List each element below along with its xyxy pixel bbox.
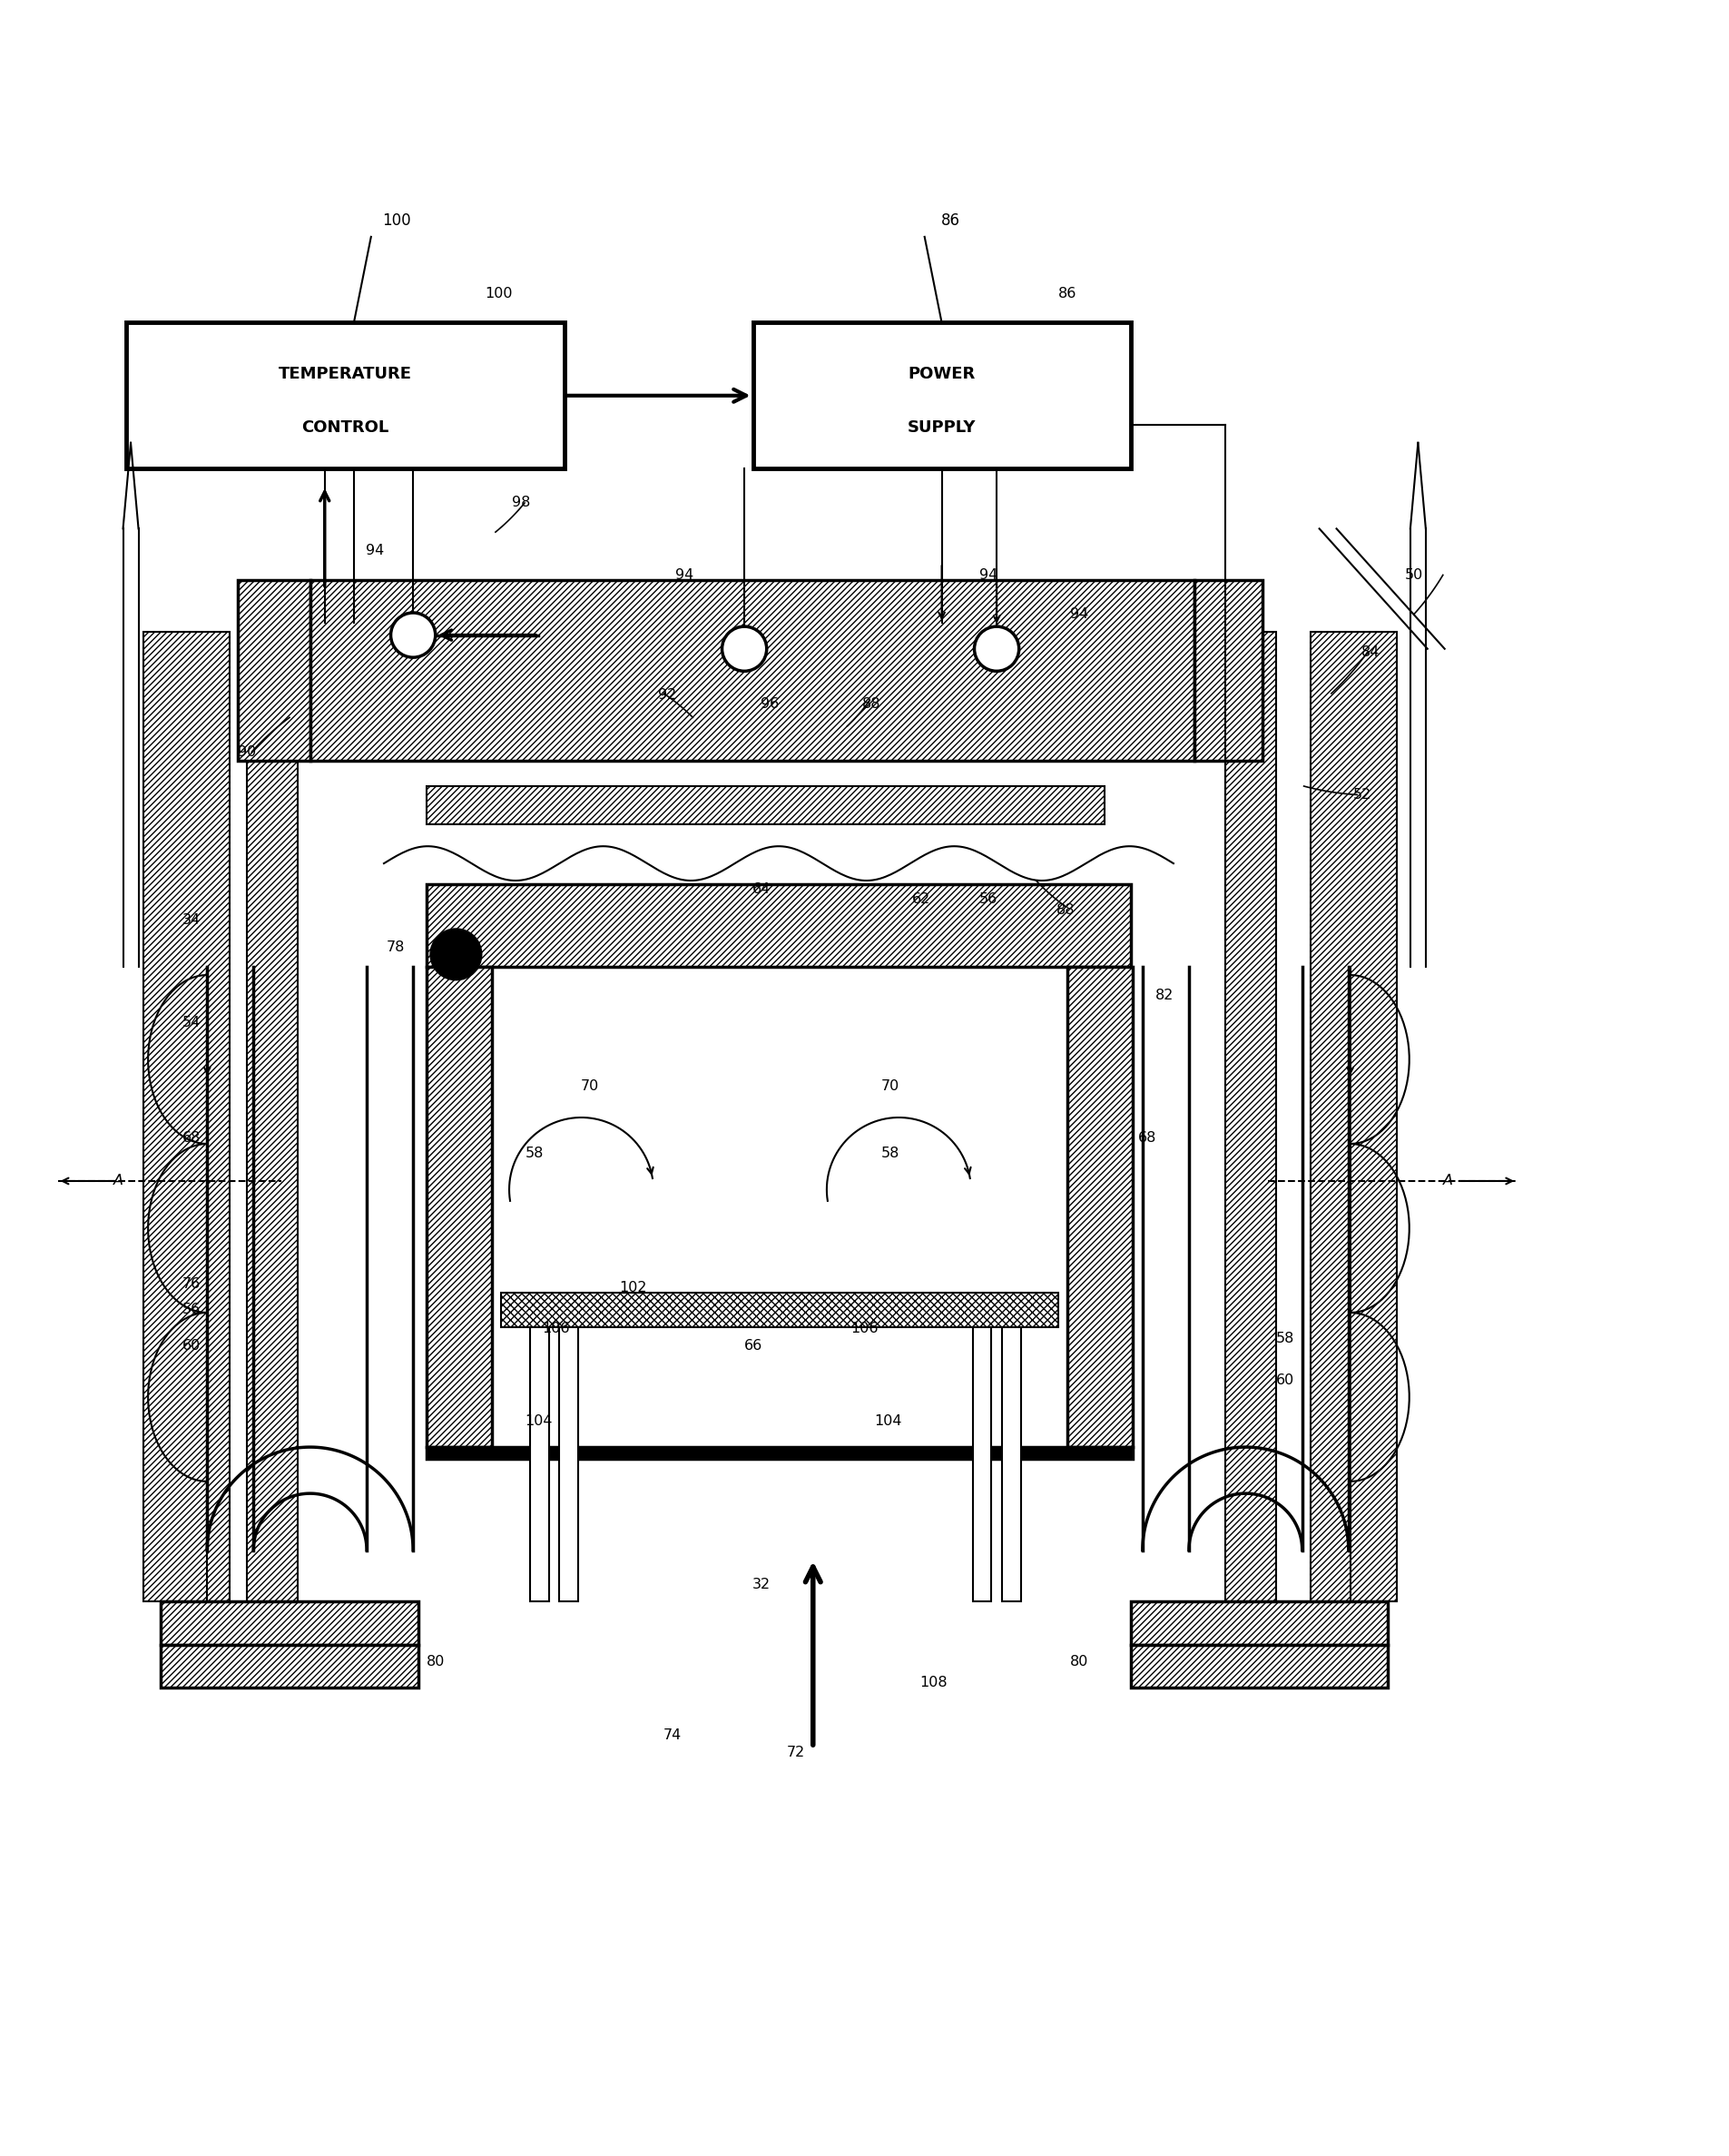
Text: 104: 104 [524,1414,552,1427]
Text: 100: 100 [486,287,514,300]
Bar [239,580,309,761]
Text: 80: 80 [1070,1656,1088,1669]
Text: 72: 72 [787,1746,806,1759]
Text: 68: 68 [183,1132,201,1145]
Text: 64: 64 [752,882,771,897]
Bar [247,632,297,1602]
Text: 76: 76 [183,1276,201,1291]
Text: 90: 90 [237,746,256,759]
Text: 54: 54 [183,1015,201,1031]
Bar [427,787,1105,824]
Text: TEMPERATURE: TEMPERATURE [278,367,412,382]
Text: 70: 70 [581,1080,598,1093]
Text: 78: 78 [387,940,405,955]
Text: CONTROL: CONTROL [301,420,389,436]
Bar [161,1645,418,1688]
Text: 88: 88 [1056,903,1075,916]
Text: 60: 60 [1276,1373,1295,1386]
Text: 62: 62 [911,893,930,906]
Bar [1067,966,1132,1447]
Text: 86: 86 [1058,287,1075,300]
Text: 50: 50 [1404,569,1423,582]
Text: 96: 96 [761,696,780,711]
Text: POWER: POWER [908,367,975,382]
Text: 74: 74 [664,1729,681,1742]
Text: 32: 32 [752,1578,771,1591]
Bar [1131,1645,1388,1688]
Text: 108: 108 [920,1675,947,1688]
Text: 94: 94 [1070,608,1088,621]
Text: SUPPLY: SUPPLY [908,420,975,436]
Text: 94: 94 [367,543,384,558]
Text: 88: 88 [863,696,880,711]
Text: 58: 58 [1276,1332,1295,1345]
Bar [126,323,564,468]
Text: 56: 56 [979,893,998,906]
Text: 82: 82 [1155,990,1174,1003]
Text: 86: 86 [941,211,960,229]
Text: 100: 100 [382,211,412,229]
Bar [558,1326,577,1602]
Bar [427,1447,1132,1460]
Bar [161,1602,418,1645]
Bar [427,884,1131,966]
Bar [1224,632,1276,1602]
Text: 66: 66 [743,1339,762,1352]
Text: 52: 52 [1354,787,1371,802]
Text: 68: 68 [1138,1132,1157,1145]
Bar [501,1294,1058,1326]
Text: 92: 92 [659,688,676,703]
Text: 102: 102 [619,1281,647,1294]
Text: 58: 58 [526,1147,545,1160]
Text: 56: 56 [183,1302,201,1317]
Bar [1001,1326,1020,1602]
Text: 58: 58 [882,1147,899,1160]
Text: 34: 34 [183,914,201,927]
Bar [427,966,493,1447]
Text: 60: 60 [183,1339,201,1352]
Text: 94: 94 [979,569,998,582]
Bar [1311,632,1397,1602]
Bar [752,323,1131,468]
Text: 104: 104 [875,1414,903,1427]
Text: 106: 106 [541,1322,569,1335]
Bar [309,580,1195,761]
Text: A: A [1444,1175,1452,1188]
Circle shape [723,627,766,671]
Bar [1195,580,1262,761]
Bar [973,1326,991,1602]
Bar [529,1326,548,1602]
Text: 98: 98 [512,496,531,509]
Circle shape [431,929,482,981]
Text: 84: 84 [1362,645,1380,660]
Bar [144,632,230,1602]
Bar [1131,1602,1388,1645]
Text: 70: 70 [882,1080,899,1093]
Circle shape [391,612,436,658]
Text: 80: 80 [425,1656,444,1669]
Text: A: A [112,1175,123,1188]
Text: 94: 94 [674,569,693,582]
Circle shape [975,627,1018,671]
Text: 106: 106 [851,1322,878,1335]
